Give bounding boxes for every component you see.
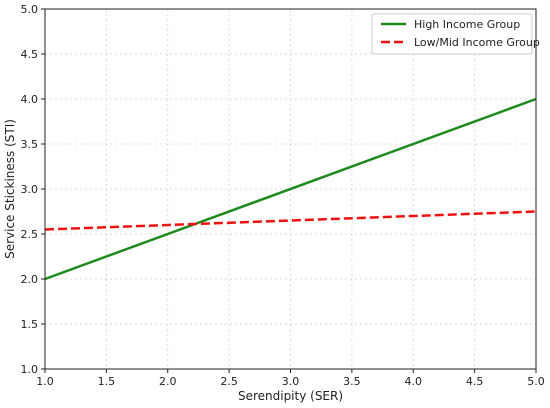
y-axis-ticks: 1.0 1.5 2.0 2.5 3.0 3.5 4.0 4.5 5.0 bbox=[21, 3, 45, 376]
series-line-high-income bbox=[44, 97, 537, 281]
x-axis-label: Serendipity (SER) bbox=[238, 389, 343, 403]
y-tick-label: 5.0 bbox=[21, 3, 39, 16]
x-tick-label: 3.0 bbox=[282, 375, 300, 388]
x-tick-label: 4.5 bbox=[466, 375, 484, 388]
grid-lines bbox=[44, 8, 537, 370]
legend-label: High Income Group bbox=[414, 18, 520, 31]
x-tick-label: 1.5 bbox=[98, 375, 116, 388]
legend-label: Low/Mid Income Group bbox=[414, 36, 540, 49]
y-tick-label: 1.0 bbox=[21, 363, 39, 376]
y-tick-label: 3.0 bbox=[21, 183, 39, 196]
x-tick-label: 2.5 bbox=[220, 375, 238, 388]
y-tick-label: 1.5 bbox=[21, 318, 39, 331]
x-axis-ticks: 1.0 1.5 2.0 2.5 3.0 3.5 4.0 4.5 5.0 bbox=[36, 369, 545, 388]
x-tick-label: 3.5 bbox=[343, 375, 361, 388]
x-tick-label: 1.0 bbox=[36, 375, 54, 388]
y-tick-label: 4.0 bbox=[21, 93, 39, 106]
legend: High Income Group Low/Mid Income Group bbox=[371, 13, 540, 55]
x-tick-label: 2.0 bbox=[159, 375, 177, 388]
y-tick-label: 2.0 bbox=[21, 273, 39, 286]
x-tick-label: 5.0 bbox=[527, 375, 545, 388]
y-tick-label: 3.5 bbox=[21, 138, 39, 151]
y-axis-label: Service Stickiness (STI) bbox=[3, 119, 17, 259]
y-tick-label: 4.5 bbox=[21, 48, 39, 61]
legend-box bbox=[371, 13, 533, 55]
series-lines bbox=[44, 97, 537, 281]
series-line-low-mid-income bbox=[44, 210, 537, 231]
y-tick-label: 2.5 bbox=[21, 228, 39, 241]
x-tick-label: 4.0 bbox=[405, 375, 423, 388]
